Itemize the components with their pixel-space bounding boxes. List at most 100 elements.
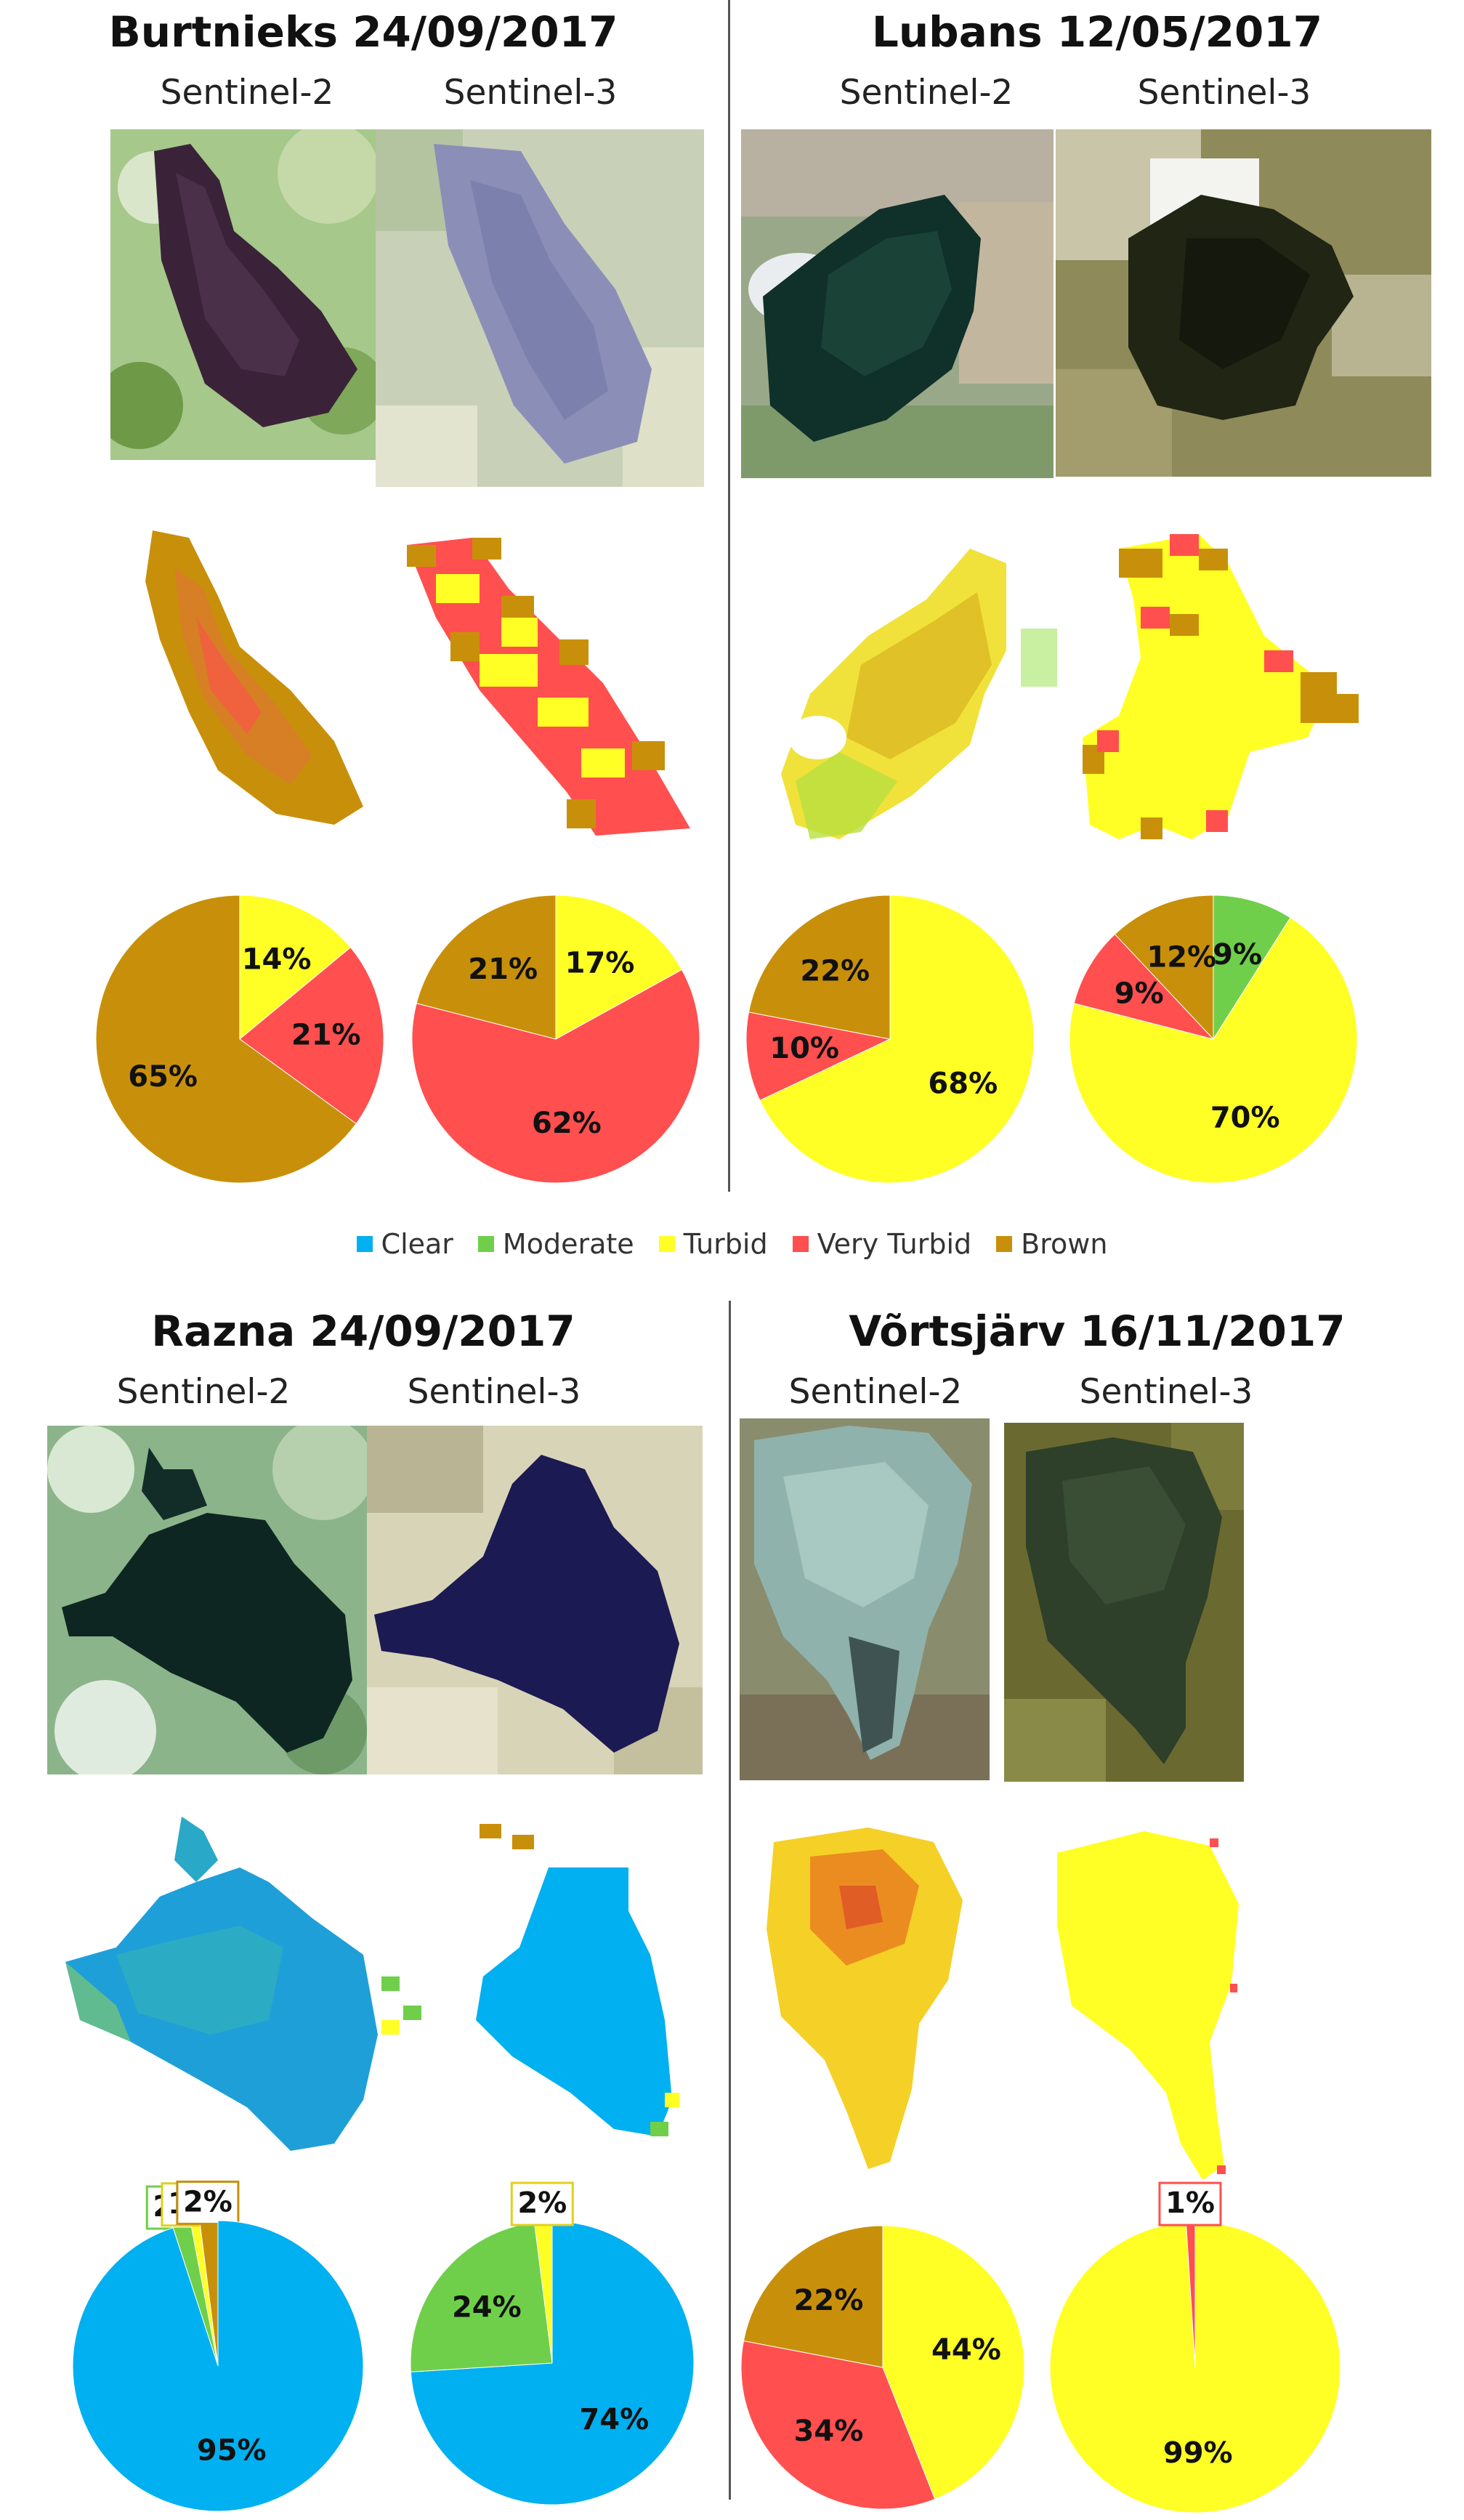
rgb-image-s2 (47, 1426, 367, 1774)
legend-swatch (658, 1236, 675, 1252)
pie-chart-lubans-s2: 68% 10% 22% (745, 894, 1035, 1184)
quad-vortsjarv: Võrtsjärv 16/11/2017 Sentinel-2 Sentinel… (730, 1301, 1464, 2520)
rgb-image-s2 (110, 129, 376, 460)
pie-data-label: 22% (800, 954, 870, 988)
pie-slice-very-turbid (740, 2340, 936, 2510)
pie-slice-brown (1114, 894, 1214, 1041)
pie-chart-burtnieks-s2: 14% 21% 65% (95, 894, 384, 1184)
quad-title: Lubans 12/05/2017 (871, 7, 1323, 57)
pie-slice-clear (72, 2220, 364, 2512)
classification-map-s2 (752, 520, 1064, 861)
classification-map-s3 (1043, 1824, 1275, 2187)
sensor-label-s3: Sentinel-3 (1137, 73, 1311, 113)
pie-slice-brown (748, 894, 891, 1040)
rgb-image-s2 (740, 1418, 990, 1780)
pie-data-label: 70% (1210, 1101, 1280, 1134)
chart-legend: Clear Moderate Turbid Very Turbid Brown (0, 1219, 1464, 1269)
legend-item-moderate: Moderate (477, 1228, 634, 1260)
pie-slice-turbid (239, 894, 352, 1041)
pie-data-label: 17% (565, 947, 635, 980)
quad-razna: Razna 24/09/2017 Sentinel-2 Sentinel-3 (0, 1301, 727, 2520)
pie-chart-vortsjarv-s2: 44% 34% 22% (740, 2225, 1025, 2510)
sensor-label-s2: Sentinel-2 (788, 1372, 963, 1412)
rgb-image-s3 (376, 129, 704, 487)
sensor-label-s2: Sentinel-2 (839, 73, 1014, 113)
pie-callout-box (176, 2180, 240, 2225)
pie-data-label: 21% (468, 953, 538, 986)
legend-label: Turbid (683, 1228, 768, 1260)
pie-data-label: 10% (769, 1032, 839, 1065)
pie-slice-brown (95, 894, 357, 1184)
legend-swatch (996, 1236, 1013, 1252)
pie-callout-box (1158, 2181, 1222, 2226)
vertical-divider-bottom (729, 1301, 731, 2500)
sensor-label-s2: Sentinel-2 (116, 1372, 291, 1412)
classification-map-s3 (1061, 520, 1388, 843)
classification-map-s2 (116, 523, 378, 828)
quad-lubans: Lubans 12/05/2017 Sentinel-2 Sentinel-3 (730, 0, 1464, 1206)
legend-label: Moderate (502, 1228, 634, 1260)
pie-chart-vortsjarv-s3: 99% 1% (1049, 2181, 1341, 2513)
pie-data-label: 14% (242, 943, 312, 977)
pie-data-label: 12% (1146, 941, 1216, 974)
quad-burtnieks: Burtnieks 24/09/2017 Sentinel-2 Sentinel… (0, 0, 727, 1206)
pie-slice-very-turbid (411, 969, 700, 1184)
legend-label: Very Turbid (817, 1228, 972, 1260)
legend-label: Brown (1021, 1228, 1108, 1260)
pie-slice-turbid (1069, 917, 1358, 1184)
pie-data-label: 21% (291, 1018, 361, 1051)
pie-slice-very-turbid (239, 947, 384, 1125)
rgb-image-s3 (367, 1426, 703, 1774)
pie-data-label: 9% (1213, 938, 1262, 972)
legend-item-very-turbid: Very Turbid (792, 1228, 972, 1260)
pie-data-label: 2% (517, 2186, 567, 2220)
pie-data-label: 68% (928, 1067, 998, 1101)
pie-data-label: 1% (1165, 2186, 1215, 2220)
pie-data-label: 22% (794, 2284, 864, 2317)
sensor-label-s3: Sentinel-3 (1079, 1372, 1253, 1412)
vertical-divider-top (728, 0, 730, 1192)
legend-swatch (477, 1236, 494, 1252)
legend-item-turbid: Turbid (658, 1228, 768, 1260)
pie-data-label: 34% (794, 2415, 864, 2448)
legend-item-clear: Clear (356, 1228, 453, 1260)
pie-callout-box (510, 2181, 574, 2226)
legend-swatch (792, 1236, 809, 1252)
rgb-image-s3 (1004, 1423, 1244, 1782)
pie-slice-turbid (759, 894, 1035, 1184)
legend-item-brown: Brown (996, 1228, 1107, 1260)
pie-data-label: 24% (452, 2290, 522, 2324)
pie-chart-lubans-s3: 9% 70% 9%12% (1069, 894, 1358, 1184)
pie-slice-very-turbid (745, 1011, 891, 1101)
quad-title: Võrtsjärv 16/11/2017 (849, 1307, 1346, 1356)
pie-slice-brown (416, 894, 557, 1040)
legend-swatch (356, 1236, 373, 1252)
pie-data-label: 95% (197, 2434, 267, 2468)
quad-title: Burtnieks 24/09/2017 (108, 7, 618, 57)
pie-slice-brown (743, 2225, 883, 2368)
pie-data-label: 44% (931, 2333, 1001, 2367)
pie-chart-razna-s3: 74% 24% 2% (410, 2181, 695, 2505)
quad-title: Razna 24/09/2017 (151, 1307, 575, 1356)
pie-chart-burtnieks-s3: 17% 62% 21% (411, 894, 700, 1184)
pie-data-label: 62% (532, 1107, 602, 1140)
sensor-label-s2: Sentinel-2 (160, 73, 334, 113)
rgb-image-s2 (741, 129, 1053, 478)
pie-data-label: 74% (579, 2403, 649, 2436)
classification-map-s2 (752, 1820, 992, 2176)
pie-chart-razna-s2: 2%1%2%95% (72, 2180, 364, 2512)
sensor-label-s3: Sentinel-3 (443, 73, 618, 113)
legend-label: Clear (381, 1228, 453, 1260)
pie-slice-very-turbid (1073, 933, 1215, 1040)
classification-map-s3 (392, 523, 697, 843)
pie-data-label: 65% (128, 1060, 198, 1094)
pie-slice-turbid (882, 2225, 1025, 2500)
pie-slice-turbid (555, 894, 683, 1040)
pie-data-label: 2% (183, 2185, 232, 2218)
classification-map-s3 (381, 1802, 694, 2151)
rgb-image-s3 (1056, 129, 1431, 477)
pie-data-label: 9% (1115, 977, 1164, 1011)
pie-data-label: 99% (1163, 2436, 1233, 2470)
pie-slice-moderate (410, 2221, 553, 2372)
classification-map-s2 (51, 1802, 385, 2165)
